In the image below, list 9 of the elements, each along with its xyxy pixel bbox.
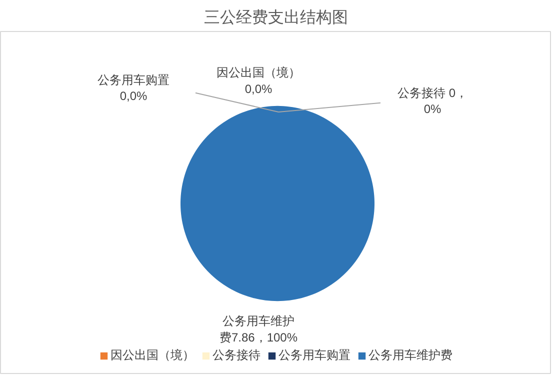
text: 公务用车购置0,0% (98, 72, 170, 103)
legend-label: 公务接待 (212, 347, 260, 364)
data-label: 公务用车维护费7.86，100% (219, 314, 298, 344)
legend-label: 因公出国（境） (110, 347, 194, 364)
legend-label: 公务用车维护费 (368, 347, 452, 364)
text: 公务接待 0，0% (397, 86, 468, 116)
text: 因公出国（境）0,0% (216, 66, 300, 96)
chart-title: 三公经费支出结构图 (204, 8, 348, 26)
legend-label: 公务用车购置 (278, 347, 350, 364)
